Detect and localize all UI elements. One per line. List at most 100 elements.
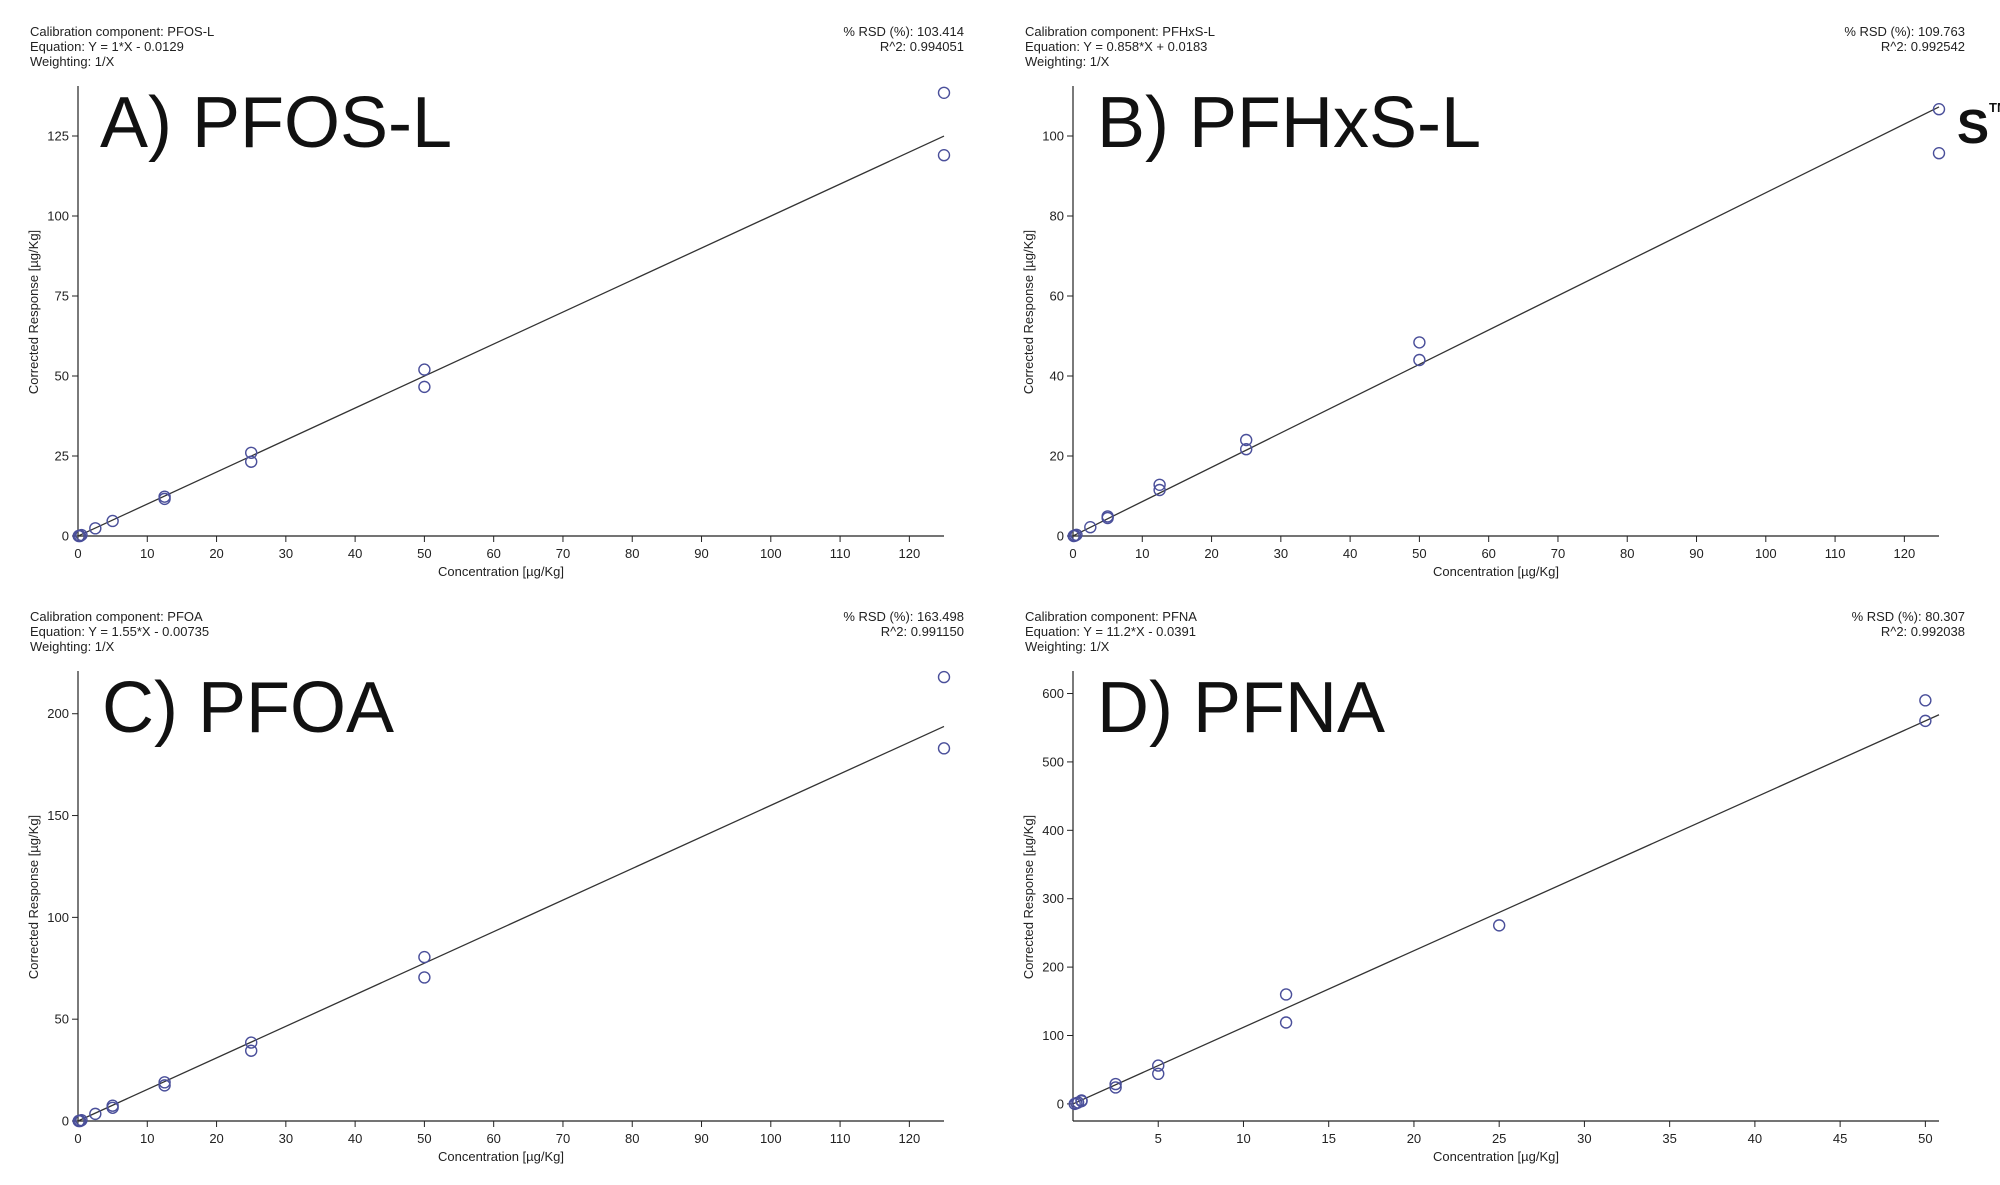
y-tick-label: 40 <box>1050 369 1064 384</box>
data-point <box>1084 521 1097 534</box>
y-tick-label: 50 <box>55 369 69 384</box>
x-tick-label: 50 <box>417 1131 431 1146</box>
x-tick-label: 100 <box>1755 546 1777 561</box>
data-point <box>418 380 431 394</box>
y-axis-title: Corrected Response [µg/Kg] <box>26 230 41 394</box>
x-tick-label: 70 <box>556 546 570 561</box>
x-tick-label: 20 <box>209 1131 223 1146</box>
data-point <box>937 86 951 100</box>
x-tick-label: 20 <box>1407 1131 1421 1146</box>
component-text: Calibration component: PFHxS-L <box>1025 24 1216 39</box>
data-point <box>106 1099 119 1112</box>
x-tick-label: 70 <box>1551 546 1565 561</box>
logo-fragment: STM <box>1957 100 2000 155</box>
x-tick-label: 40 <box>1343 546 1357 561</box>
data-point <box>1932 102 1946 116</box>
data-point <box>1413 336 1426 349</box>
y-tick-label: 200 <box>47 706 69 721</box>
x-tick-label: 40 <box>348 546 362 561</box>
x-tick-label: 80 <box>625 1131 639 1146</box>
component-text: Calibration component: PFOS-L <box>30 24 215 39</box>
x-axis-title: Concentration [µg/Kg] <box>1433 1149 1559 1164</box>
scatter-plot: 0 10 20 30 40 50 60 70 80 90 100 110 120 0 25 50 75 100 12… <box>26 86 951 579</box>
x-tick-label: 0 <box>74 1131 81 1146</box>
data-point <box>1153 483 1166 497</box>
scatter-plot: 5 10 15 20 25 30 35 40 45 500100200300400500600Co… <box>1021 671 1940 1164</box>
y-tick-label: 100 <box>47 910 69 925</box>
x-tick-label: 15 <box>1321 1131 1335 1146</box>
weighting-text: Weighting: 1/X <box>1025 639 1110 654</box>
y-tick-label: 60 <box>1050 289 1064 304</box>
data-point <box>244 1044 258 1057</box>
data-point <box>158 490 171 503</box>
x-tick-label: 80 <box>625 546 639 561</box>
y-tick-label: 0 <box>62 1114 69 1129</box>
fit-line <box>77 135 945 537</box>
data-point <box>1101 510 1114 523</box>
y-tick-label: 100 <box>1042 129 1064 144</box>
chart-panel-a: Calibration component: PFOS-L Equation: … <box>0 0 1000 590</box>
y-tick-label: 200 <box>1042 960 1064 975</box>
data-point <box>73 529 87 543</box>
data-point <box>937 148 951 162</box>
calibration-info: Calibration component: PFOA Equation: Y … <box>30 609 209 654</box>
r2-text: R^2: 0.994051 <box>879 39 964 54</box>
data-point <box>89 522 102 535</box>
rsd-text: % RSD (%): 163.498 <box>843 609 964 624</box>
x-tick-label: 110 <box>830 546 851 561</box>
data-point <box>244 1036 258 1049</box>
data-point <box>1932 146 1946 160</box>
y-tick-label: 25 <box>55 449 69 464</box>
x-tick-label: 0 <box>1069 546 1076 561</box>
data-point <box>937 670 951 684</box>
y-tick-label: 0 <box>1057 529 1064 544</box>
x-tick-label: 25 <box>1492 1131 1506 1146</box>
scatter-plot: 0 10 20 30 40 50 60 70 80 90 100 110 120 0 50 100 150 200… <box>26 670 951 1164</box>
x-tick-label: 60 <box>486 546 500 561</box>
x-tick-label: 20 <box>209 546 223 561</box>
calibration-info: Calibration component: PFOS-L Equation: … <box>30 24 214 69</box>
chart-panel-b: Calibration component: PFHxS-L Equation:… <box>995 0 2000 590</box>
x-tick-label: 45 <box>1833 1131 1847 1146</box>
data-point <box>1109 1077 1122 1091</box>
data-point <box>106 514 119 528</box>
x-tick-label: 40 <box>1748 1131 1762 1146</box>
statistics-info: % RSD (%): 103.414 R^2: 0.994051 <box>843 24 964 54</box>
data-point <box>158 1079 171 1092</box>
component-text: Calibration component: PFOA <box>30 609 203 624</box>
data-point <box>1070 528 1083 541</box>
x-tick-label: 30 <box>279 1131 293 1146</box>
x-tick-label: 20 <box>1204 546 1218 561</box>
chart-panel-c: Calibration component: PFOA Equation: Y … <box>0 585 1000 1175</box>
data-point <box>1075 1094 1088 1107</box>
x-tick-label: 70 <box>556 1131 570 1146</box>
data-point <box>1152 1059 1165 1072</box>
data-point <box>1109 1081 1122 1094</box>
x-tick-label: 10 <box>140 546 154 561</box>
statistics-info: % RSD (%): 109.763 R^2: 0.992542 <box>1844 24 1965 54</box>
y-tick-label: 300 <box>1042 891 1064 906</box>
r2-text: R^2: 0.991150 <box>880 624 964 639</box>
rsd-text: % RSD (%): 80.307 <box>1851 609 1965 624</box>
equation-text: Equation: Y = 11.2*X - 0.0391 <box>1025 624 1196 639</box>
x-tick-label: 30 <box>1274 546 1288 561</box>
x-tick-label: 50 <box>1918 1131 1932 1146</box>
data-point <box>1919 694 1932 707</box>
x-tick-label: 50 <box>1412 546 1426 561</box>
x-tick-label: 100 <box>760 546 782 561</box>
x-tick-label: 30 <box>279 546 293 561</box>
y-tick-label: 150 <box>47 808 69 823</box>
data-point <box>1413 353 1426 367</box>
x-tick-label: 60 <box>486 1131 500 1146</box>
data-point <box>75 1113 88 1127</box>
fit-line <box>1072 714 1940 1105</box>
data-point <box>1153 478 1166 491</box>
data-point <box>244 455 258 468</box>
weighting-text: Weighting: 1/X <box>30 54 115 69</box>
y-axis-title: Corrected Response [µg/Kg] <box>26 815 41 979</box>
x-tick-label: 120 <box>899 546 921 561</box>
data-point <box>1239 433 1253 447</box>
y-tick-label: 0 <box>62 529 69 544</box>
x-axis-title: Concentration [µg/Kg] <box>438 564 564 579</box>
y-tick-label: 600 <box>1042 686 1064 701</box>
